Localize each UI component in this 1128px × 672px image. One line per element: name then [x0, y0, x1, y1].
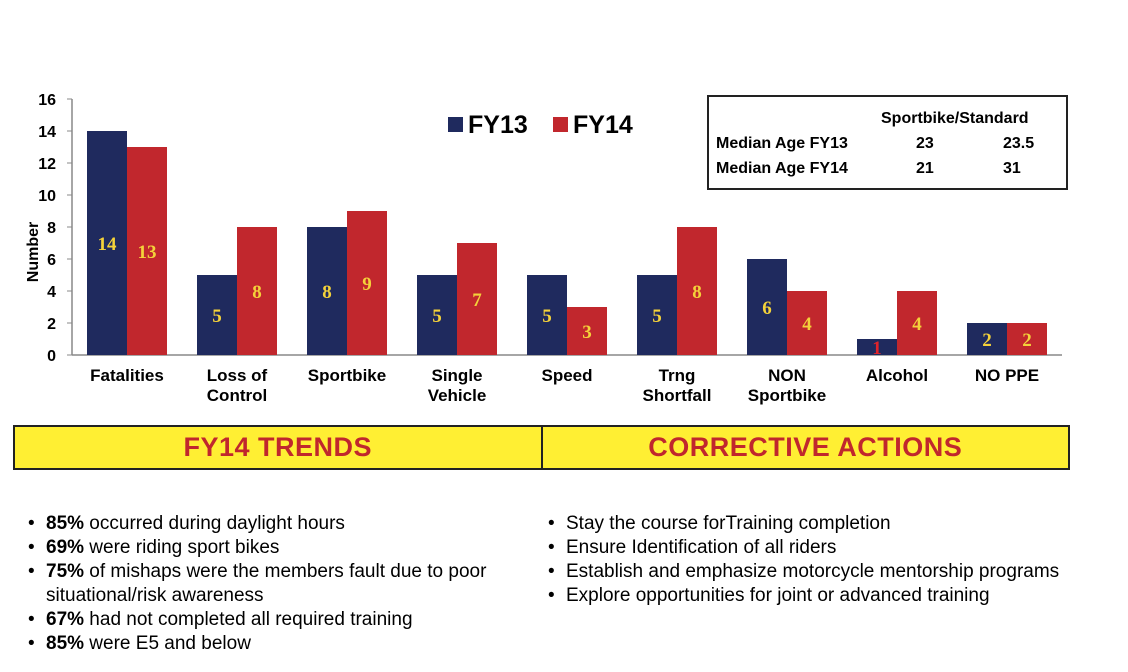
data-label: 8 — [322, 282, 332, 303]
data-label: 2 — [1022, 330, 1032, 351]
data-label: 6 — [762, 298, 772, 319]
category-label: Speed — [541, 366, 592, 385]
bar-fy13 — [967, 323, 1007, 355]
bar-fy13 — [87, 131, 127, 355]
data-label: 4 — [802, 314, 812, 335]
category-label: NO PPE — [975, 366, 1039, 385]
legend-entry: FY13 — [468, 111, 528, 139]
list-item: 69% were riding sport bikes — [26, 536, 526, 560]
list-item: Explore opportunities for joint or advan… — [546, 584, 1066, 608]
category-label: Alcohol — [866, 366, 928, 385]
bar-fy14 — [897, 291, 937, 355]
category-label: Trng Shortfall — [643, 366, 712, 405]
data-label: 9 — [362, 274, 372, 295]
data-label: 8 — [692, 282, 702, 303]
legend-swatch — [553, 117, 568, 132]
bar-fy14 — [237, 227, 277, 355]
y-tick-label: 4 — [47, 284, 56, 301]
bar-fy14 — [347, 211, 387, 355]
age-row-label: Median Age FY13 — [716, 135, 848, 152]
list-item: 75% of mishaps were the members fault du… — [26, 560, 526, 608]
category-label: Loss of Control — [207, 366, 268, 405]
legend-swatch — [448, 117, 463, 132]
list-item: 85% were E5 and below — [26, 632, 526, 656]
bar-fy14 — [787, 291, 827, 355]
age-row-sportbike: 23 — [916, 135, 934, 152]
bar-fy13 — [307, 227, 347, 355]
trends-list: 85% occurred during daylight hours 69% w… — [26, 512, 526, 656]
section-banner: FY14 TRENDS CORRECTIVE ACTIONS — [13, 425, 1070, 470]
data-label: 14 — [98, 234, 118, 255]
y-tick-label: 2 — [47, 316, 56, 333]
data-label: 8 — [252, 282, 262, 303]
y-tick-label: 0 — [47, 348, 56, 365]
y-tick-label: 10 — [38, 188, 56, 205]
age-table-header: Sportbike/Standard — [881, 110, 1029, 127]
y-tick-label: 6 — [47, 252, 56, 269]
data-label: 7 — [472, 290, 482, 311]
data-label: 3 — [582, 322, 592, 343]
category-labels: Fatalities Loss of Control Sportbike Single V… — [90, 366, 1039, 405]
list-item: 85% occurred during daylight hours — [26, 512, 526, 536]
trends-heading: FY14 TRENDS — [183, 432, 373, 462]
data-label: 2 — [982, 330, 992, 351]
data-label: 1 — [872, 338, 882, 359]
bar-fy14 — [677, 227, 717, 355]
age-row-label: Median Age FY14 — [716, 160, 848, 177]
data-label: 5 — [652, 306, 662, 327]
legend-entry: FY14 — [573, 111, 633, 139]
bar-fy14 — [567, 307, 607, 355]
median-age-table: Sportbike/Standard Median Age FY13 23 23… — [707, 95, 1068, 190]
category-label: Single Vehicle — [428, 366, 487, 405]
bar-fy13 — [857, 339, 897, 355]
data-label: 4 — [912, 314, 922, 335]
bar-fy13 — [417, 275, 457, 355]
age-row-standard: 31 — [1003, 160, 1021, 177]
y-tick-label: 16 — [38, 92, 56, 109]
age-row-sportbike: 21 — [916, 160, 934, 177]
bars — [87, 131, 1047, 355]
category-label: NON Sportbike — [748, 366, 826, 405]
y-axis-label: Number — [25, 222, 42, 282]
bar-fy14 — [127, 147, 167, 355]
list-item: Establish and emphasize motorcycle mento… — [546, 560, 1066, 584]
y-tick-label: 8 — [47, 220, 56, 237]
bar-fy14 — [1007, 323, 1047, 355]
bar-fy13 — [197, 275, 237, 355]
list-item: 67% had not completed all required train… — [26, 608, 526, 632]
data-label: 5 — [542, 306, 552, 327]
bar-fy13 — [747, 259, 787, 355]
category-label: Sportbike — [308, 366, 386, 385]
bar-fy14 — [457, 243, 497, 355]
category-label: Fatalities — [90, 366, 164, 385]
data-label: 13 — [138, 242, 157, 263]
corrective-actions-heading: CORRECTIVE ACTIONS — [540, 427, 1069, 468]
age-row-standard: 23.5 — [1003, 135, 1035, 152]
legend: FY13 FY14 — [448, 111, 633, 139]
list-item: Stay the course forTraining completion — [546, 512, 1066, 536]
data-label: 5 — [432, 306, 442, 327]
actions-list: Stay the course forTraining completion E… — [546, 512, 1066, 608]
data-label: 5 — [212, 306, 222, 327]
bar-fy13 — [637, 275, 677, 355]
y-tick-label: 12 — [38, 156, 56, 173]
bar-fy13 — [527, 275, 567, 355]
y-tick-label: 14 — [38, 124, 56, 141]
list-item: Ensure Identification of all riders — [546, 536, 1066, 560]
